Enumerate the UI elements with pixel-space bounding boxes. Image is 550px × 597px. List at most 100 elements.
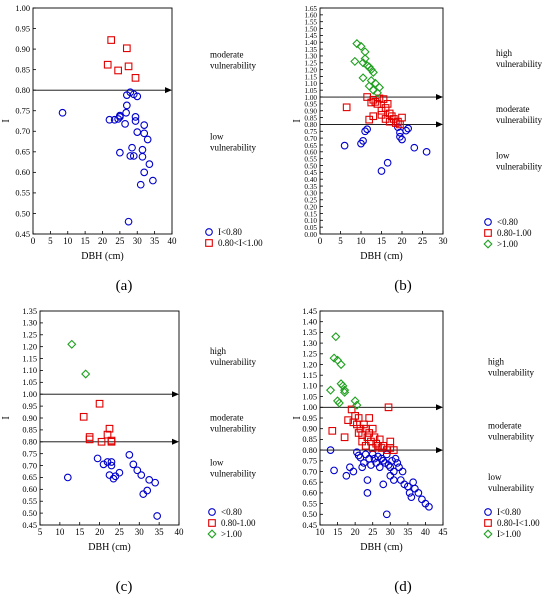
y-tick-label: 1.45	[302, 307, 317, 316]
x-tick-label: 25	[115, 527, 125, 537]
y-tick-label: 0.45	[304, 169, 317, 177]
x-tick-label: 25	[115, 236, 125, 246]
data-point	[404, 124, 413, 133]
data-point	[398, 135, 406, 144]
x-tick-label: 15	[75, 527, 85, 537]
data-point	[136, 180, 145, 189]
series-diamond	[350, 39, 385, 98]
data-point	[361, 450, 370, 459]
y-tick-label: 0.70	[304, 135, 317, 143]
data-point	[131, 117, 140, 125]
y-tick-label: 0.95	[22, 402, 37, 411]
data-point	[325, 385, 336, 395]
data-point	[125, 451, 134, 459]
legend-label: I<0.80	[497, 507, 521, 517]
legend-marker	[484, 218, 492, 226]
data-point	[358, 73, 368, 83]
x-tick-label: 45	[439, 527, 449, 537]
data-point	[116, 148, 124, 157]
data-point	[107, 461, 116, 470]
vulnerability-annotation: high vulnerability	[210, 346, 256, 367]
data-point	[116, 113, 124, 121]
x-tick-label: 5	[338, 236, 343, 246]
y-tick-label: 0.05	[304, 224, 317, 232]
series-square	[342, 93, 406, 129]
y-tick-label: 1.05	[22, 378, 37, 387]
data-point	[367, 461, 375, 469]
annotation-line: moderate	[488, 421, 521, 431]
data-point	[124, 217, 133, 226]
annotation-line: vulnerability	[496, 115, 542, 125]
data-point	[363, 125, 372, 134]
y-tick-label: 1.30	[22, 319, 37, 328]
annotation-line: high	[496, 48, 513, 58]
y-tick-label: 1.40	[304, 39, 317, 47]
y-tick-label: 0.50	[15, 209, 30, 218]
threshold-arrowhead	[165, 87, 172, 94]
y-tick-label: 0.90	[304, 108, 317, 116]
y-tick-label: 1.60	[304, 12, 317, 20]
data-point	[425, 502, 433, 511]
x-tick-label: 10	[357, 236, 367, 246]
y-tick-label: 1.10	[22, 366, 37, 375]
data-point	[394, 117, 402, 126]
data-point	[352, 39, 362, 49]
y-tick-label: 0.50	[302, 510, 317, 519]
data-point	[354, 414, 363, 422]
y-axis-label: I	[1, 416, 12, 419]
y-tick-label: 1.10	[302, 382, 317, 391]
data-point	[373, 100, 382, 108]
y-tick-label: 0.75	[15, 107, 30, 116]
data-point	[369, 112, 378, 121]
y-tick-label: 1.00	[22, 390, 37, 399]
x-tick-label: 40	[168, 236, 178, 246]
data-point	[418, 495, 426, 504]
y-tick-label: 0.40	[304, 176, 317, 184]
x-tick-label: 40	[421, 527, 431, 537]
legend-marker	[483, 529, 493, 539]
legend-label: <0.80	[497, 217, 518, 227]
data-point	[131, 74, 140, 82]
data-point	[85, 435, 94, 444]
y-tick-label: 0.00	[304, 231, 317, 239]
y-tick-label: 0.45	[22, 521, 37, 530]
data-point	[137, 471, 146, 479]
y-tick-label: 0.85	[15, 65, 30, 74]
y-tick-label: 0.95	[302, 414, 317, 423]
panel-label-c: (c)	[116, 579, 133, 595]
data-point	[389, 446, 398, 454]
data-point	[103, 430, 112, 439]
y-tick-label: 0.75	[22, 449, 37, 458]
panel-label-a: (a)	[116, 278, 133, 294]
y-tick-label: 1.35	[302, 328, 317, 337]
y-tick-label: 0.20	[304, 203, 317, 211]
data-point	[350, 396, 360, 406]
y-tick-label: 1.05	[302, 392, 317, 401]
data-point	[342, 471, 351, 480]
vulnerability-annotation: low vulnerability	[210, 458, 256, 479]
y-tick-label: 0.85	[22, 426, 37, 435]
y-tick-label: 0.65	[22, 473, 37, 482]
vulnerability-annotation: moderate vulnerability	[488, 421, 534, 442]
y-tick-label: 1.10	[304, 80, 317, 88]
legend-marker	[205, 228, 213, 236]
legend-marker	[207, 529, 217, 539]
y-tick-label: 0.25	[304, 197, 317, 205]
data-point	[128, 143, 136, 152]
x-tick-label: 20	[398, 236, 408, 246]
vulnerability-annotation: high vulnerability	[496, 48, 542, 69]
data-point	[389, 467, 398, 476]
data-point	[330, 466, 338, 475]
x-tick-label: 20	[351, 527, 361, 537]
y-tick-label: 0.70	[22, 461, 37, 470]
data-point	[350, 56, 360, 66]
y-tick-label: 0.80	[22, 438, 37, 447]
y-tick-label: 0.60	[15, 168, 30, 177]
y-tick-label: 1.20	[22, 342, 37, 351]
y-tick-label: 0.55	[22, 497, 37, 506]
x-tick-label: 30	[133, 236, 143, 246]
data-point	[386, 471, 395, 480]
y-tick-label: 0.65	[15, 148, 30, 157]
data-point	[340, 141, 349, 150]
data-point	[386, 437, 395, 446]
